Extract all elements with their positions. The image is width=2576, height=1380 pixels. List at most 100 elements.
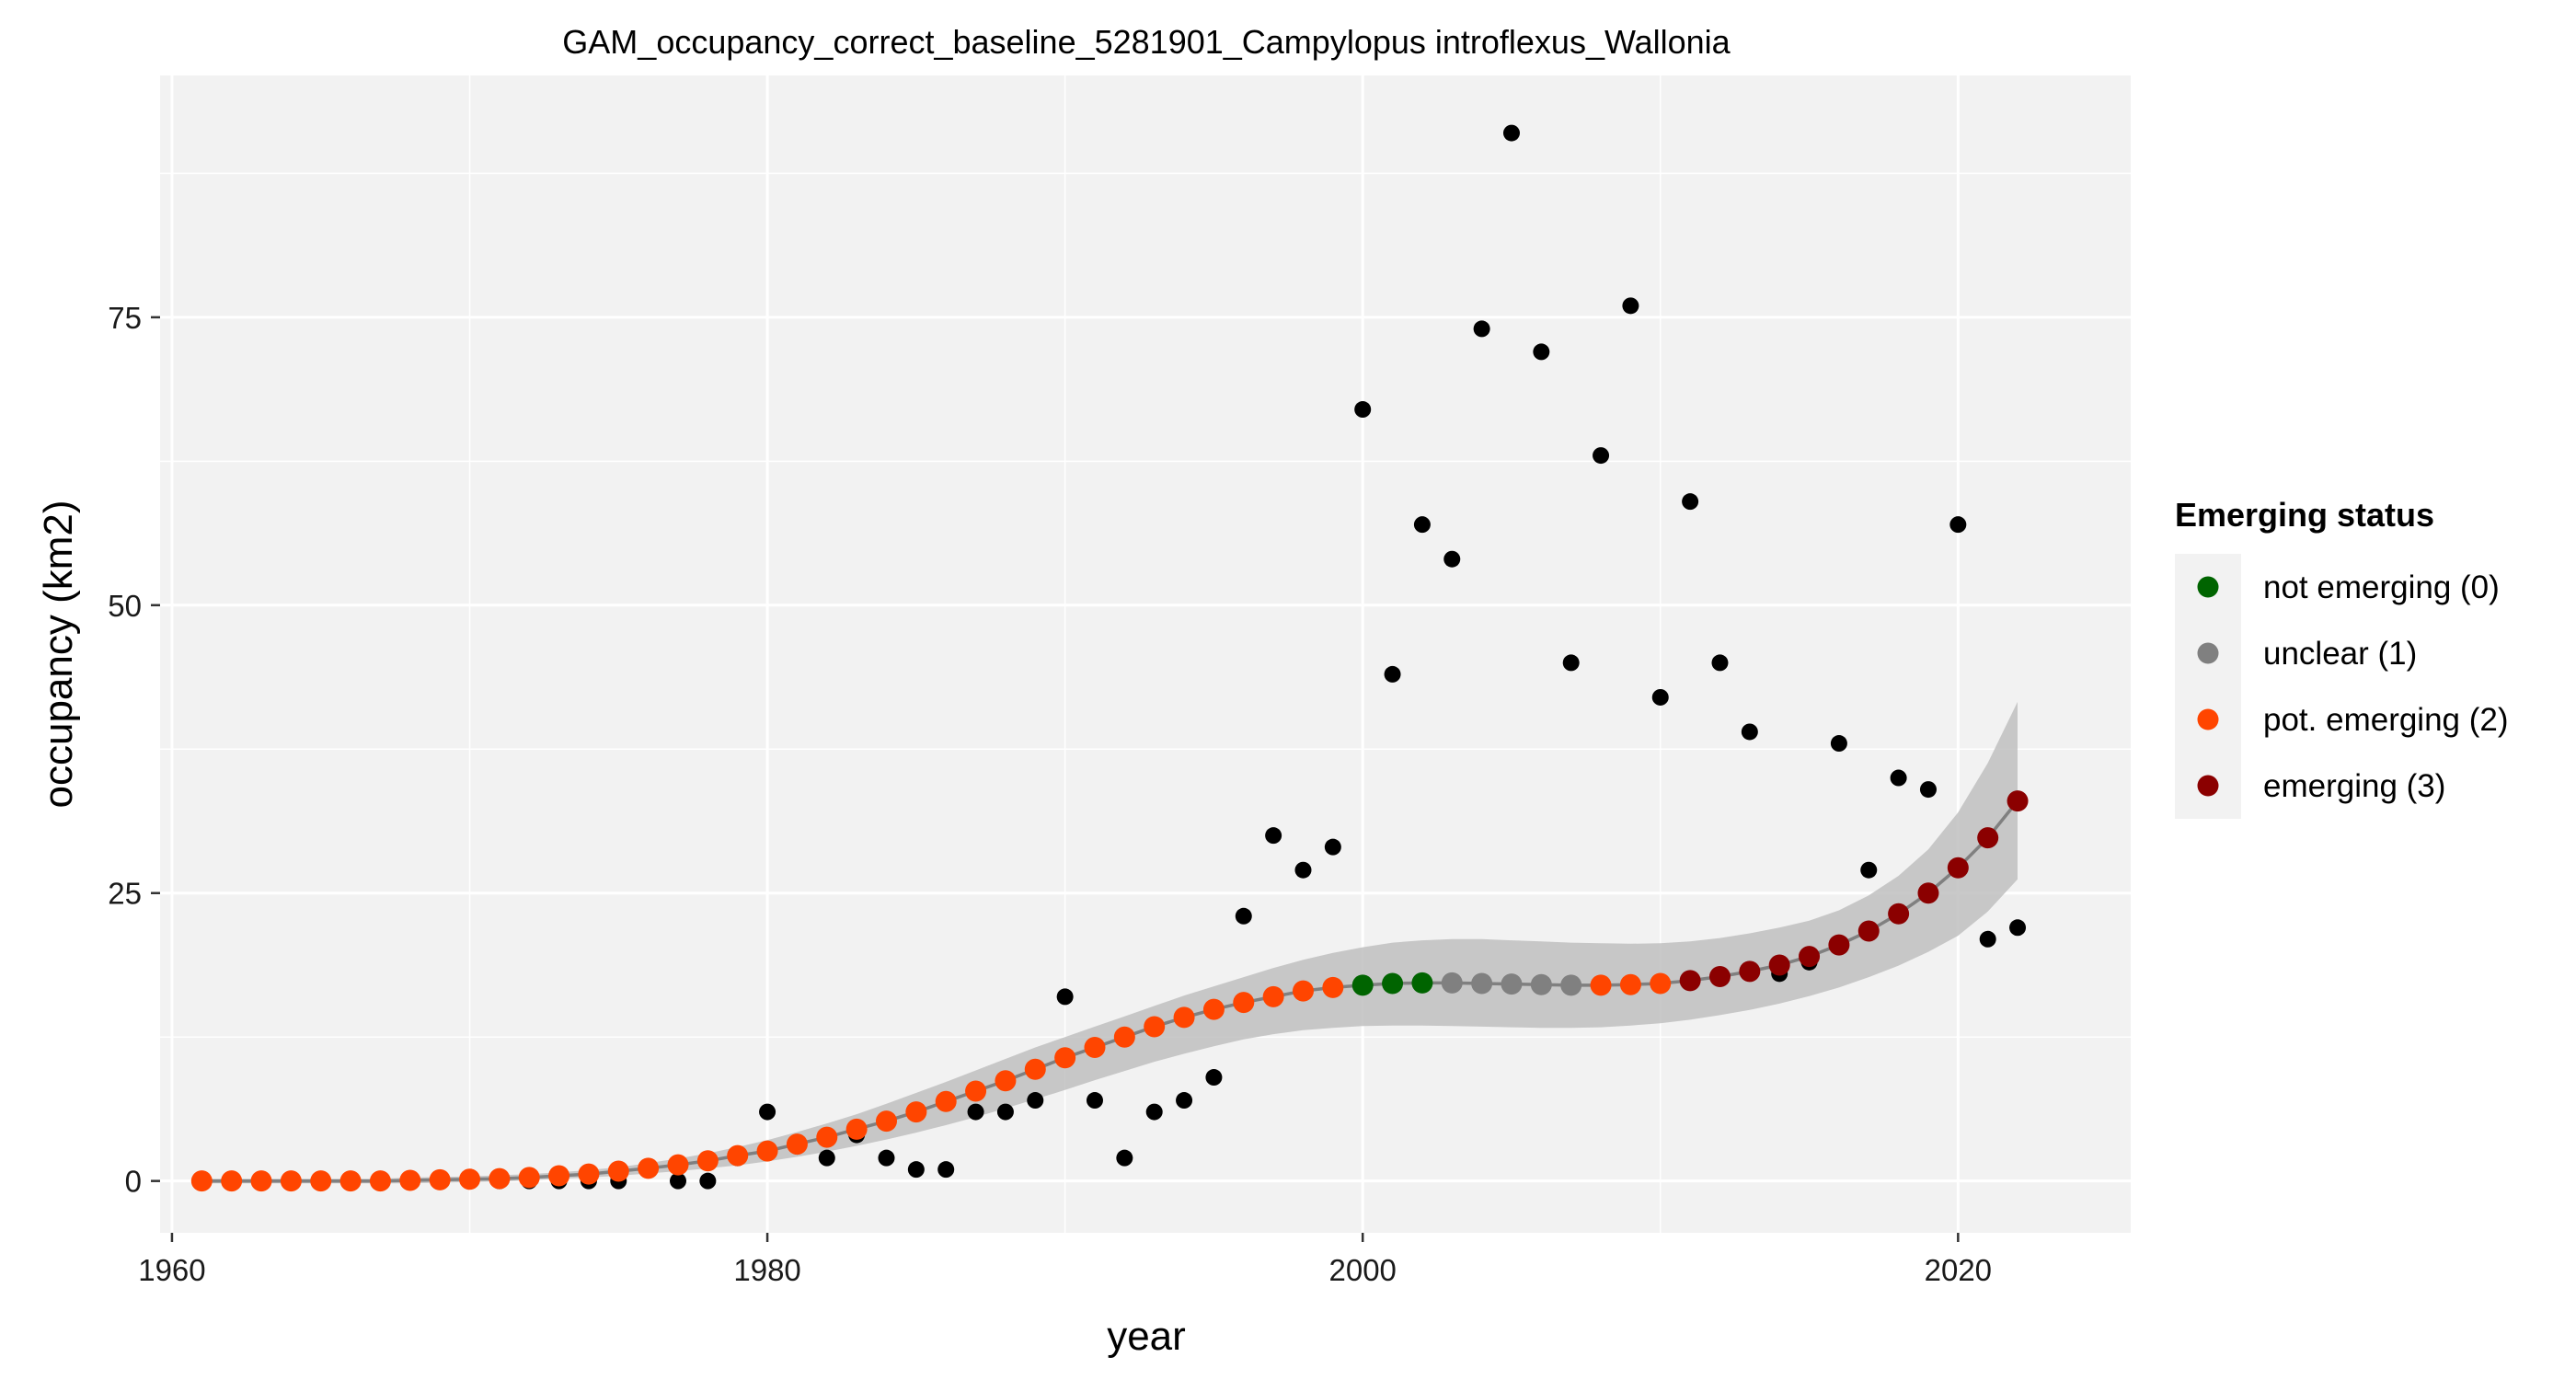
legend-label: pot. emerging (2) bbox=[2263, 702, 2509, 738]
observed-point bbox=[1443, 550, 1461, 568]
observed-point bbox=[818, 1149, 835, 1167]
fitted-point bbox=[935, 1090, 957, 1112]
fitted-point bbox=[548, 1165, 570, 1187]
observed-point bbox=[1741, 723, 1758, 741]
x-axis-title: year bbox=[1107, 1314, 1186, 1359]
fitted-point bbox=[1560, 974, 1582, 996]
x-tick-label: 1960 bbox=[138, 1253, 205, 1287]
observed-point bbox=[1413, 516, 1431, 534]
x-tick-label: 2000 bbox=[1328, 1253, 1396, 1287]
observed-point bbox=[1890, 769, 1907, 787]
observed-point bbox=[2009, 919, 2027, 937]
y-axis-title: occupancy (km2) bbox=[36, 500, 81, 808]
observed-point bbox=[1235, 907, 1252, 925]
observed-point bbox=[670, 1172, 687, 1190]
observed-point bbox=[1056, 988, 1074, 1006]
fitted-point bbox=[1202, 998, 1225, 1020]
fitted-point bbox=[1501, 973, 1523, 995]
fitted-point bbox=[339, 1170, 362, 1192]
fitted-point bbox=[399, 1169, 421, 1191]
observed-point bbox=[996, 1103, 1014, 1121]
fitted-point bbox=[1322, 976, 1344, 998]
observed-point bbox=[1711, 654, 1729, 672]
observed-point bbox=[1324, 838, 1341, 856]
fitted-point bbox=[1947, 857, 1969, 879]
observed-point bbox=[1294, 861, 1312, 879]
fitted-point bbox=[1144, 1016, 1166, 1038]
y-tick-label: 50 bbox=[108, 589, 142, 623]
fitted-point bbox=[1977, 827, 1999, 849]
fitted-point bbox=[1650, 972, 1672, 995]
observed-point bbox=[967, 1103, 984, 1121]
fitted-point bbox=[1471, 972, 1493, 995]
fitted-point bbox=[875, 1110, 897, 1133]
observed-point bbox=[1473, 320, 1490, 338]
fitted-point bbox=[310, 1170, 332, 1192]
fitted-point bbox=[1382, 972, 1404, 995]
fitted-point bbox=[1084, 1036, 1106, 1058]
fitted-point bbox=[1113, 1026, 1135, 1048]
grid-major bbox=[160, 75, 2131, 1233]
observed-point bbox=[1176, 1092, 1193, 1110]
legend-label: not emerging (0) bbox=[2263, 569, 2500, 605]
fitted-point bbox=[1262, 985, 1284, 1007]
fitted-point bbox=[518, 1167, 540, 1189]
fitted-point bbox=[1917, 882, 1939, 904]
chart-title: GAM_occupancy_correct_baseline_5281901_C… bbox=[562, 23, 1731, 61]
fitted-point bbox=[250, 1170, 272, 1192]
fitted-point bbox=[1054, 1047, 1076, 1069]
legend-entries: not emerging (0) unclear (1) pot. emerging… bbox=[2175, 554, 2509, 819]
observed-point bbox=[759, 1103, 776, 1121]
observed-point bbox=[1682, 493, 1699, 511]
fitted-point bbox=[1173, 1006, 1195, 1029]
x-axis-ticks: 1960 1980 2000 2020 bbox=[138, 1233, 1992, 1287]
legend: Emerging status not emerging (0) unclear … bbox=[2175, 496, 2509, 819]
observed-point bbox=[1116, 1149, 1133, 1167]
fitted-point bbox=[1411, 972, 1433, 994]
observed-point bbox=[1830, 735, 1847, 753]
y-tick-label: 25 bbox=[108, 877, 142, 911]
x-tick-label: 2020 bbox=[1925, 1253, 1992, 1287]
fitted-point bbox=[1679, 970, 1701, 992]
legend-label: unclear (1) bbox=[2263, 636, 2417, 672]
fitted-status-points bbox=[190, 790, 2029, 1192]
fitted-point bbox=[786, 1133, 808, 1156]
fitted-point bbox=[1619, 973, 1641, 995]
fitted-point bbox=[1530, 973, 1552, 995]
x-tick-label: 1980 bbox=[733, 1253, 800, 1287]
fitted-point bbox=[459, 1168, 481, 1190]
y-axis-ticks: 0 25 50 75 bbox=[108, 301, 160, 1199]
observed-point bbox=[1027, 1092, 1044, 1110]
fitted-point bbox=[638, 1157, 660, 1179]
observed-point bbox=[1919, 781, 1937, 799]
observed-point bbox=[1979, 930, 1996, 948]
observed-point bbox=[1145, 1103, 1163, 1121]
fitted-point bbox=[280, 1170, 302, 1192]
legend-swatch bbox=[2197, 642, 2219, 664]
fitted-point bbox=[816, 1126, 838, 1148]
fitted-point bbox=[667, 1154, 689, 1176]
legend-label: emerging (3) bbox=[2263, 768, 2445, 804]
fitted-point bbox=[1024, 1058, 1046, 1080]
fitted-point bbox=[429, 1168, 451, 1190]
fitted-point bbox=[1768, 954, 1790, 976]
observed-point bbox=[907, 1161, 925, 1179]
observed-point bbox=[1533, 343, 1550, 361]
observed-point bbox=[878, 1149, 895, 1167]
fitted-point bbox=[1441, 972, 1463, 994]
observed-point bbox=[1265, 827, 1282, 845]
fitted-point bbox=[905, 1101, 927, 1123]
fitted-point bbox=[1799, 946, 1821, 968]
fitted-point bbox=[965, 1080, 987, 1102]
fitted-point bbox=[190, 1170, 213, 1192]
fitted-point bbox=[2007, 790, 2029, 812]
y-tick-label: 75 bbox=[108, 301, 142, 335]
fitted-point bbox=[1888, 903, 1910, 925]
observed-point bbox=[1860, 861, 1878, 879]
fitted-point bbox=[1828, 934, 1850, 956]
fitted-point bbox=[578, 1163, 600, 1185]
legend-swatch bbox=[2197, 576, 2219, 598]
fitted-point bbox=[1708, 965, 1731, 987]
observed-point bbox=[1651, 688, 1669, 706]
